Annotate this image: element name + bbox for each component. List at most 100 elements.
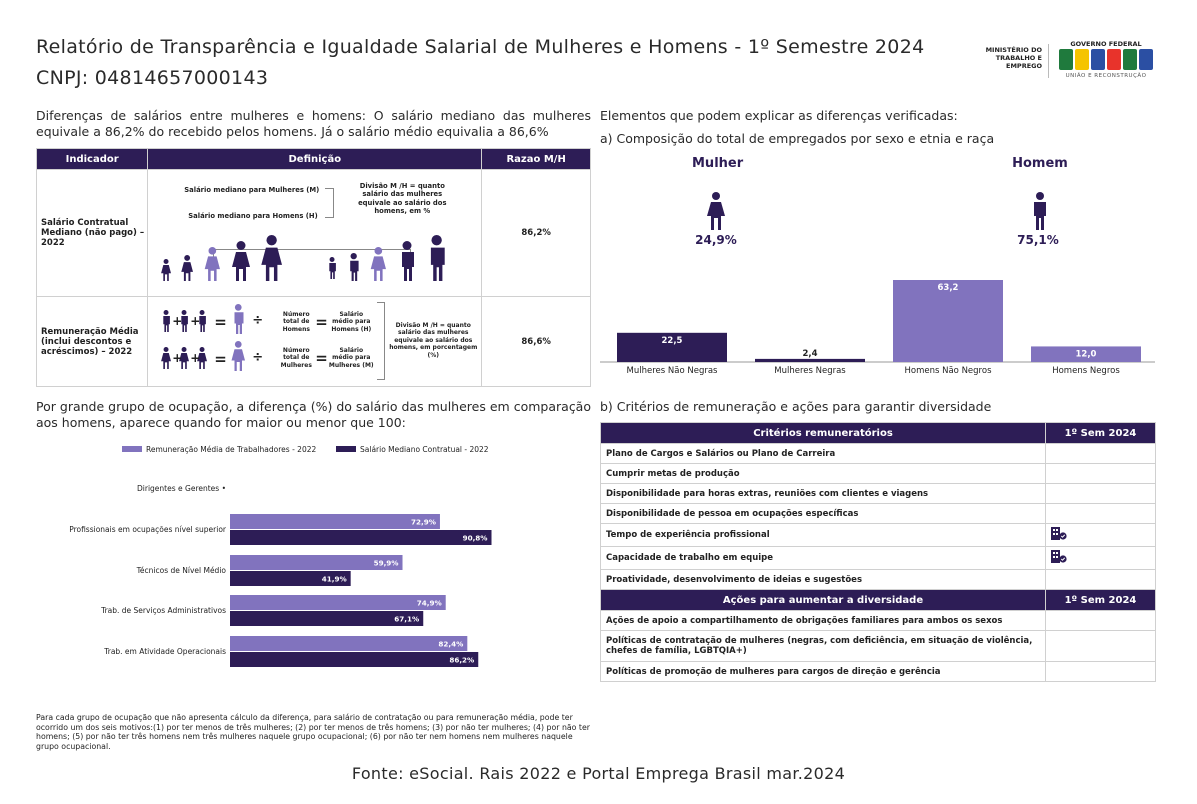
table-row: Tempo de experiência profissional xyxy=(600,523,1156,547)
category-label: Homens Não Negros xyxy=(904,366,992,376)
bar xyxy=(893,280,1003,362)
actions-header: Ações para aumentar a diversidade 1º Sem… xyxy=(600,589,1156,611)
plus-sign: + xyxy=(172,350,183,365)
brasil-letter-block xyxy=(1123,49,1137,70)
bar xyxy=(617,332,727,362)
category-label: Mulheres Negras xyxy=(774,366,846,376)
women-label: Mulher xyxy=(692,156,744,171)
action-value xyxy=(1045,610,1156,631)
data-label: 2,4 xyxy=(802,349,817,359)
criteria-value xyxy=(1045,546,1156,570)
man-icon xyxy=(428,234,445,281)
bar xyxy=(230,530,492,545)
brasil-wordmark xyxy=(1058,49,1154,70)
category-label: Trab. de Serviços Administrativos xyxy=(100,606,226,615)
category-label: Técnicos de Nível Médio xyxy=(136,566,227,575)
data-label: 63,2 xyxy=(938,283,959,293)
action-label: Políticas de contratação de mulheres (ne… xyxy=(600,630,1046,662)
bar xyxy=(230,514,440,529)
table-row: Ações de apoio a compartilhamento de obr… xyxy=(600,610,1156,631)
category-label: Profissionais em ocupações nível superio… xyxy=(69,525,227,534)
criteria-label: Capacidade de trabalho em equipe xyxy=(600,546,1046,570)
criteria-header-label: Critérios remuneratórios xyxy=(600,422,1046,444)
government-logo: MINISTÉRIO DO TRABALHO E EMPREGO GOVERNO… xyxy=(978,40,1158,82)
criteria-table: Critérios remuneratórios 1º Sem 2024 Pla… xyxy=(600,422,1156,682)
composition-heading: a) Composição do total de empregados por… xyxy=(600,131,995,146)
logo-divider xyxy=(1048,44,1049,78)
brasil-letter-block xyxy=(1139,49,1153,70)
actions-header-period: 1º Sem 2024 xyxy=(1045,589,1156,611)
man-icon xyxy=(349,252,359,281)
criteria-value xyxy=(1045,523,1156,547)
salary-difference-line-1: Diferenças de salários entre mulheres e … xyxy=(36,108,591,123)
data-label: 59,9% xyxy=(374,559,399,568)
occupation-intro-line-2: aos homens, aparece quando for maior ou … xyxy=(36,415,406,430)
table-row-average: Remuneração Média (inclui descontos e ac… xyxy=(35,296,591,387)
woman-icon xyxy=(181,254,194,281)
criteria-label: Proatividade, desenvolvimento de ideias … xyxy=(600,569,1046,590)
woman-icon xyxy=(261,234,283,281)
building-check-icon xyxy=(1051,550,1067,563)
source-label: Fonte: eSocial. Rais 2022 e Portal Empre… xyxy=(351,764,846,783)
equals-sign: = xyxy=(214,312,227,331)
slogan-label: UNIÃO E RECONSTRUÇÃO xyxy=(1065,73,1147,79)
criteria-heading: b) Critérios de remuneração e ações para… xyxy=(600,399,992,414)
woman-icon xyxy=(231,340,246,371)
woman-icon xyxy=(161,346,172,369)
table-row: Capacidade de trabalho em equipe xyxy=(600,546,1156,570)
man-icon xyxy=(328,256,337,279)
bar xyxy=(230,611,424,626)
brasil-letter-block xyxy=(1075,49,1089,70)
occupation-intro-line-1: Por grande grupo de ocupação, a diferenç… xyxy=(36,399,591,414)
woman-icon xyxy=(707,192,725,230)
num-total-women: Número total de Mulheres xyxy=(280,346,312,369)
men-percentage: 75,1% xyxy=(1017,233,1059,247)
man-icon xyxy=(162,309,171,332)
table-row: Disponibilidade de pessoa em ocupações e… xyxy=(600,503,1156,524)
woman-icon xyxy=(161,258,172,281)
col-indicador: Indicador xyxy=(35,148,149,170)
man-icon xyxy=(180,309,189,332)
data-label: 41,9% xyxy=(322,575,347,584)
criteria-label: Cumprir metas de produção xyxy=(600,463,1046,484)
woman-icon xyxy=(370,246,387,281)
category-label: Homens Negros xyxy=(1052,366,1120,376)
cnpj-label: CNPJ: 04814657000143 xyxy=(36,67,269,89)
composition-chart: Mulher Homem 24,9% 75,1% 22,5 Mulheres Nã… xyxy=(600,150,1155,380)
legend-swatch xyxy=(122,446,142,452)
criteria-value xyxy=(1045,463,1156,484)
data-label: 72,9% xyxy=(411,518,436,527)
equals-sign: = xyxy=(315,348,328,367)
divide-sign: ÷ xyxy=(252,312,264,328)
bar xyxy=(230,571,351,586)
bar xyxy=(755,358,865,362)
bracket xyxy=(377,301,386,380)
brasil-letter-block xyxy=(1107,49,1121,70)
data-label: 74,9% xyxy=(417,599,442,608)
criteria-value xyxy=(1045,503,1156,524)
ethnicity-bar-chart: 22,5 Mulheres Não Negras 2,4 Mulheres Negra… xyxy=(600,280,1155,376)
footnote: Para cada grupo de ocupação que não apre… xyxy=(36,713,590,751)
woman-icon xyxy=(179,346,190,369)
def-average-division: Divisão M /H = quanto salário das mulher… xyxy=(389,321,478,359)
bar xyxy=(230,555,403,570)
plus-sign: + xyxy=(190,313,201,328)
legend-swatch xyxy=(336,446,356,452)
data-label: 90,8% xyxy=(463,534,488,543)
table-row-median: Salário Contratual Mediano (não pago) – … xyxy=(35,169,591,297)
table-row: Políticas de contratação de mulheres (ne… xyxy=(600,630,1156,662)
def-median-division: Divisão M /H = quanto salário das mulher… xyxy=(358,181,447,216)
data-label: 22,5 xyxy=(662,336,683,346)
brasil-letter-block xyxy=(1059,49,1073,70)
action-label: Políticas de promoção de mulheres para c… xyxy=(600,661,1046,682)
col-definicao: Definição xyxy=(147,148,483,170)
definition-average: + + = ÷ + + = ÷ Número total de Homens Número t… xyxy=(147,296,483,387)
gov-federal-label: GOVERNO FEDERAL xyxy=(1070,40,1142,48)
criteria-header-period: 1º Sem 2024 xyxy=(1045,422,1156,444)
category-label: Trab. em Atividade Operacionais xyxy=(103,647,226,656)
equals-sign: = xyxy=(214,349,227,368)
man-icon xyxy=(400,240,415,281)
table-row: Disponibilidade para horas extras, reuni… xyxy=(600,483,1156,504)
divide-sign: ÷ xyxy=(252,349,264,365)
category-label: Dirigentes e Gerentes • xyxy=(137,484,226,493)
